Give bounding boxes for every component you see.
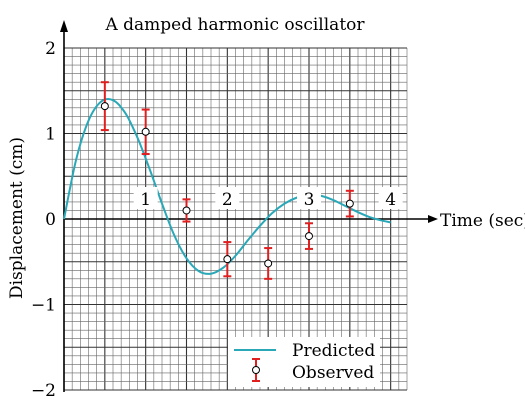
observed-marker [100,102,109,111]
y-tick-label: 1 [45,125,56,145]
x-tick-label: 3 [304,190,315,210]
axes [60,20,438,392]
legend-predicted-label: Predicted [292,341,375,361]
legend-background [228,337,380,387]
x-tick-label: 1 [140,190,151,210]
y-axis-arrow [60,20,68,32]
observed-point [345,189,354,218]
y-tick-label: −1 [31,296,56,316]
chart-title: A damped harmonic oscillator [104,15,365,35]
observed-point [100,81,109,132]
x-tick-label-background [297,187,321,209]
observed-point [141,108,150,156]
x-tick-label-background [133,187,158,209]
y-tick-label: −2 [31,381,56,401]
x-axis-label: Time (sec) [440,211,525,231]
observed-marker [141,127,150,136]
x-tick-label-background [215,187,240,209]
x-tick-label-background [378,187,403,209]
observed-marker [182,206,191,215]
series-layer [63,81,391,280]
x-tick-label: 4 [385,190,396,210]
legend-observed-swatch [252,358,260,382]
observed-point [223,241,232,278]
y-tick-label: 0 [45,210,56,230]
observed-marker [264,259,273,268]
x-axis-arrow [428,215,438,223]
legend: Predicted Observed [228,337,380,387]
observed-point [182,198,191,223]
legend-observed-label: Observed [292,363,374,383]
tick-labels: −2 −1 0 1 2 1 2 3 4 [31,39,403,401]
observed-marker [305,232,313,241]
observed-point [305,222,313,250]
y-axis-label: Displacement (cm) [7,137,27,299]
x-tick-label: 2 [222,190,233,210]
observed-marker [345,199,354,208]
observed-point [264,247,273,280]
y-tick-label: 2 [45,39,56,59]
observed-marker [223,255,232,264]
